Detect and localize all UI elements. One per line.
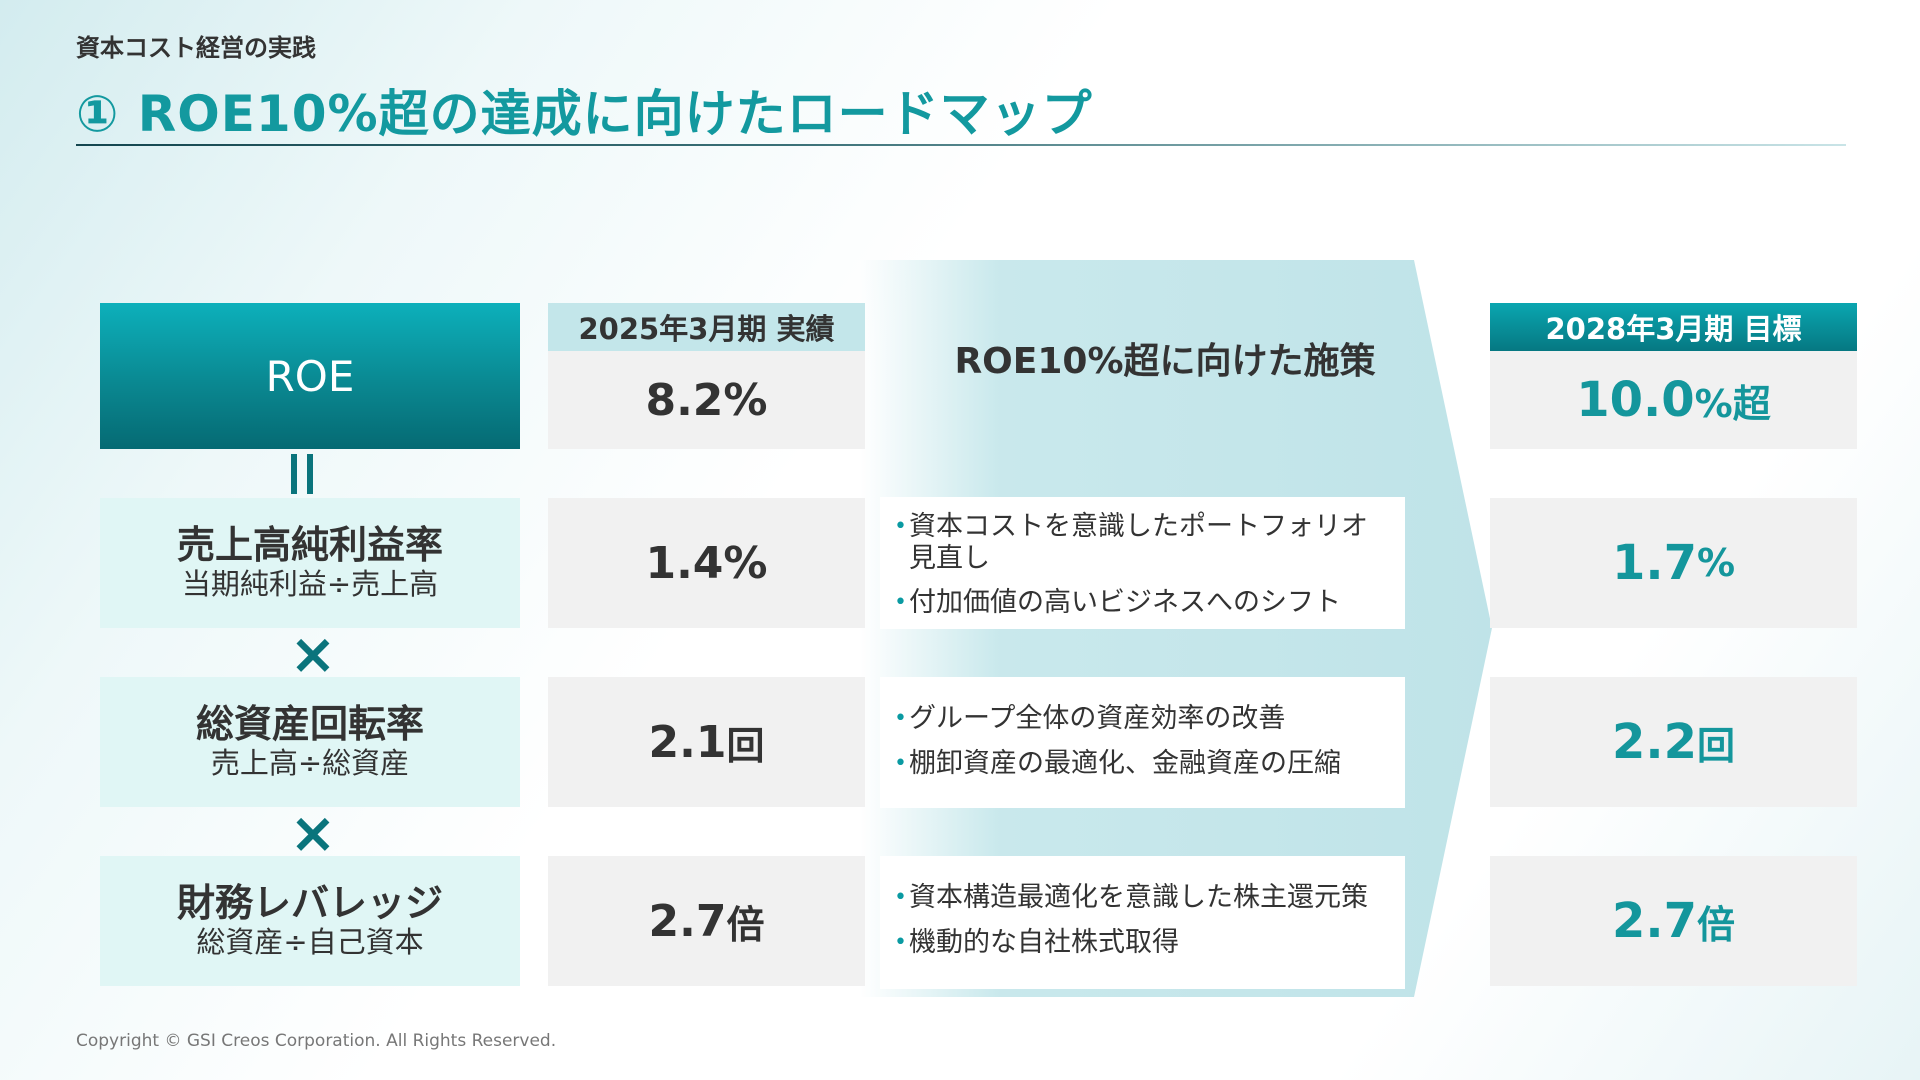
title-divider (76, 144, 1846, 146)
value-number: 1.7 (1611, 535, 1697, 591)
times-sign-2: × (289, 801, 337, 866)
measures-turnover: • グループ全体の資産効率の改善 • 棚卸資産の最適化、金融資産の圧縮 (880, 677, 1405, 808)
metric-formula: 総資産÷自己資本 (196, 925, 424, 960)
bullet-dot: • (894, 929, 907, 955)
metric-asset-turnover: 総資産回転率 売上高÷総資産 (100, 677, 520, 807)
target-turnover-value: 2.2 回 (1490, 677, 1857, 807)
value-number: 10.0 (1576, 372, 1695, 428)
current-turnover-value: 2.1 回 (548, 677, 865, 807)
measure-item: • 付加価値の高いビジネスへのシフト (894, 587, 1341, 619)
metric-formula: 売上高÷総資産 (210, 746, 410, 781)
value-number: 2.7 (648, 895, 727, 947)
measures-leverage: • 資本構造最適化を意識した株主還元策 • 機動的な自社株式取得 (880, 856, 1405, 989)
metric-formula: 当期純利益÷売上高 (181, 567, 439, 602)
value-unit: 倍 (1697, 902, 1736, 947)
value-unit: 回 (1697, 723, 1736, 768)
roe-box: ROE (100, 303, 520, 449)
metric-name: 財務レバレッジ (176, 880, 443, 925)
current-leverage-value: 2.7 倍 (548, 856, 865, 986)
bullet-dot: • (894, 750, 907, 776)
measures-margin: • 資本コストを意識したポートフォリオ見直し • 付加価値の高いビジネスへのシフト (880, 497, 1405, 629)
metric-name: 売上高純利益率 (176, 522, 443, 567)
target-leverage-value: 2.7 倍 (1490, 856, 1857, 986)
bullet-dot: • (894, 590, 907, 616)
measure-item: • 棚卸資産の最適化、金融資産の圧縮 (894, 747, 1341, 779)
target-roe-value: 10.0 %超 (1490, 351, 1857, 449)
value-unit: 倍 (726, 902, 765, 947)
metric-financial-leverage: 財務レバレッジ 総資産÷自己資本 (100, 856, 520, 986)
times-sign-1: × (289, 622, 337, 687)
value-unit: % (723, 537, 768, 589)
metric-name: 総資産回転率 (195, 701, 424, 746)
value-unit: %超 (1694, 381, 1771, 426)
page-title: ① ROE10%超の達成に向けたロードマップ (76, 85, 1093, 143)
current-roe-value: 8.2% (548, 351, 865, 449)
bullet-dot: • (894, 706, 907, 731)
value-number: 8.2 (645, 374, 724, 426)
value-unit: % (1696, 541, 1736, 585)
bullet-dot: • (894, 514, 907, 539)
value-number: 2.2 (1611, 714, 1697, 770)
copyright-notice: Copyright © GSI Creos Corporation. All R… (76, 1031, 557, 1051)
measure-item: • 資本構造最適化を意識した株主還元策 (894, 882, 1368, 913)
section-subtitle: 資本コスト経営の実践 (76, 34, 316, 62)
bullet-dot: • (894, 885, 907, 910)
measure-item: • 資本コストを意識したポートフォリオ見直し (894, 511, 1368, 574)
value-number: 1.4 (645, 537, 724, 589)
current-margin-value: 1.4% (548, 498, 865, 628)
equals-sign (291, 454, 313, 494)
current-column-header: 2025年3月期 実績 (548, 303, 865, 351)
measure-item: • 機動的な自社株式取得 (894, 926, 1179, 958)
metric-net-profit-margin: 売上高純利益率 当期純利益÷売上高 (100, 498, 520, 628)
measure-item: • グループ全体の資産効率の改善 (894, 703, 1286, 734)
measures-title: ROE10%超に向けた施策 (954, 341, 1376, 382)
value-number: 2.7 (1611, 893, 1697, 949)
target-margin-value: 1.7% (1490, 498, 1857, 628)
value-number: 2.1 (648, 716, 727, 768)
value-unit: % (723, 374, 768, 426)
value-unit: 回 (726, 723, 765, 768)
target-column-header: 2028年3月期 目標 (1490, 303, 1857, 351)
